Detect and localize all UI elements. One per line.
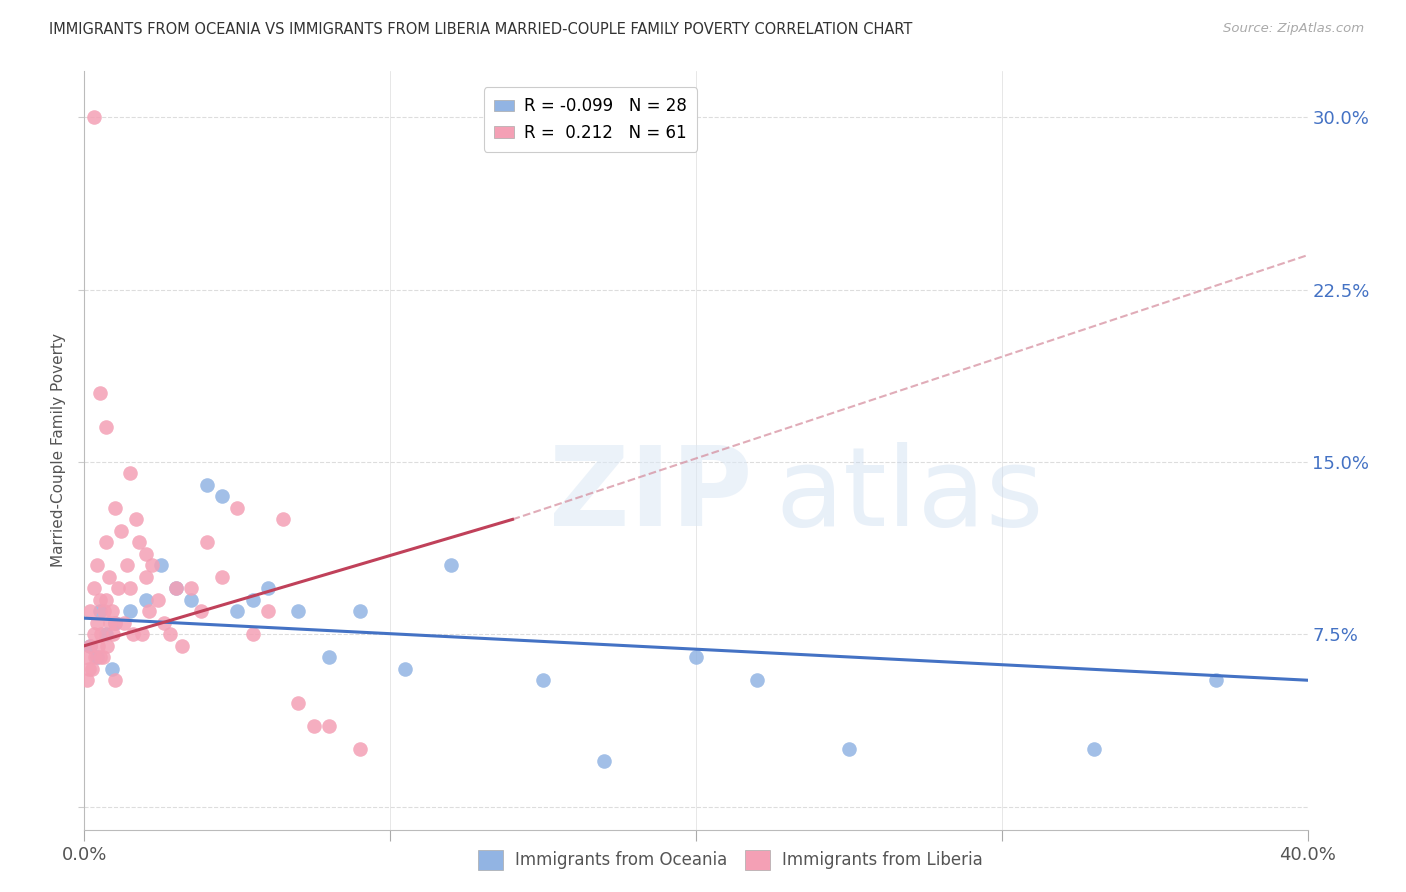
Point [79,639,101,653]
Point [101,662,124,676]
Text: IMMIGRANTS FROM OCEANIA VS IMMIGRANTS FROM LIBERIA MARRIED-COUPLE FAMILY POVERTY: IMMIGRANTS FROM OCEANIA VS IMMIGRANTS FR… [49,22,912,37]
Point [138,604,160,618]
Point [318,650,340,665]
Point [195,478,218,492]
Point [128,535,150,549]
Point [1205,673,1227,688]
Point [838,742,860,756]
Y-axis label: Married-Couple Family Poverty: Married-Couple Family Poverty [51,334,66,567]
Text: Immigrants from Oceania: Immigrants from Oceania [515,851,727,869]
Point [80,662,103,676]
Point [120,582,142,596]
Point [685,650,707,665]
Point [91,650,114,665]
Point [211,570,233,584]
Point [79,604,101,618]
Point [94,420,117,434]
Point [593,754,616,768]
Point [242,627,264,641]
Point [77,662,100,676]
Point [1083,742,1105,756]
Text: Source: ZipAtlas.com: Source: ZipAtlas.com [1223,22,1364,36]
Point [110,524,132,538]
Point [271,512,294,526]
Point [440,558,463,573]
Text: atlas: atlas [776,442,1045,549]
Point [146,592,169,607]
Point [104,500,127,515]
Bar [478,850,503,870]
Point [104,615,127,630]
Legend: R = -0.099   N = 28, R =  0.212   N = 61: R = -0.099 N = 28, R = 0.212 N = 61 [484,87,697,152]
Point [84,650,107,665]
Point [89,650,111,665]
Point [87,639,110,653]
Point [190,604,212,618]
Point [287,696,309,710]
Point [159,627,181,641]
Point [104,615,127,630]
Point [89,592,111,607]
Point [135,570,157,584]
Point [226,500,249,515]
Point [75,650,97,665]
Point [94,627,117,641]
Point [83,627,105,641]
Point [122,627,145,641]
Point [149,558,172,573]
Point [120,467,142,481]
Bar [745,850,770,870]
Point [131,627,153,641]
Point [125,512,148,526]
Point [165,582,187,596]
Point [349,742,371,756]
Point [94,535,117,549]
Point [257,604,280,618]
Point [211,490,233,504]
Point [141,558,163,573]
Point [104,673,127,688]
Point [349,604,371,618]
Point [135,592,157,607]
Point [318,719,340,733]
Point [287,604,309,618]
Point [115,558,138,573]
Point [107,582,129,596]
Point [180,592,202,607]
Point [226,604,249,618]
Text: ZIP: ZIP [550,442,752,549]
Point [101,604,124,618]
Point [76,673,98,688]
Point [89,386,111,401]
Point [135,547,157,561]
Point [97,570,120,584]
Point [120,604,142,618]
Point [531,673,554,688]
Text: Immigrants from Liberia: Immigrants from Liberia [782,851,983,869]
Point [83,111,105,125]
Point [98,615,121,630]
Point [165,582,187,596]
Point [172,639,194,653]
Point [93,604,115,618]
Point [86,650,108,665]
Point [195,535,218,549]
Point [257,582,280,596]
Point [180,582,202,596]
Point [89,604,111,618]
Point [83,582,105,596]
Point [90,627,112,641]
Point [302,719,325,733]
Point [153,615,176,630]
Point [86,615,108,630]
Point [112,615,135,630]
Point [79,639,101,653]
Point [242,592,264,607]
Point [394,662,416,676]
Point [94,592,117,607]
Point [103,627,125,641]
Point [747,673,769,688]
Point [86,558,108,573]
Point [96,639,118,653]
